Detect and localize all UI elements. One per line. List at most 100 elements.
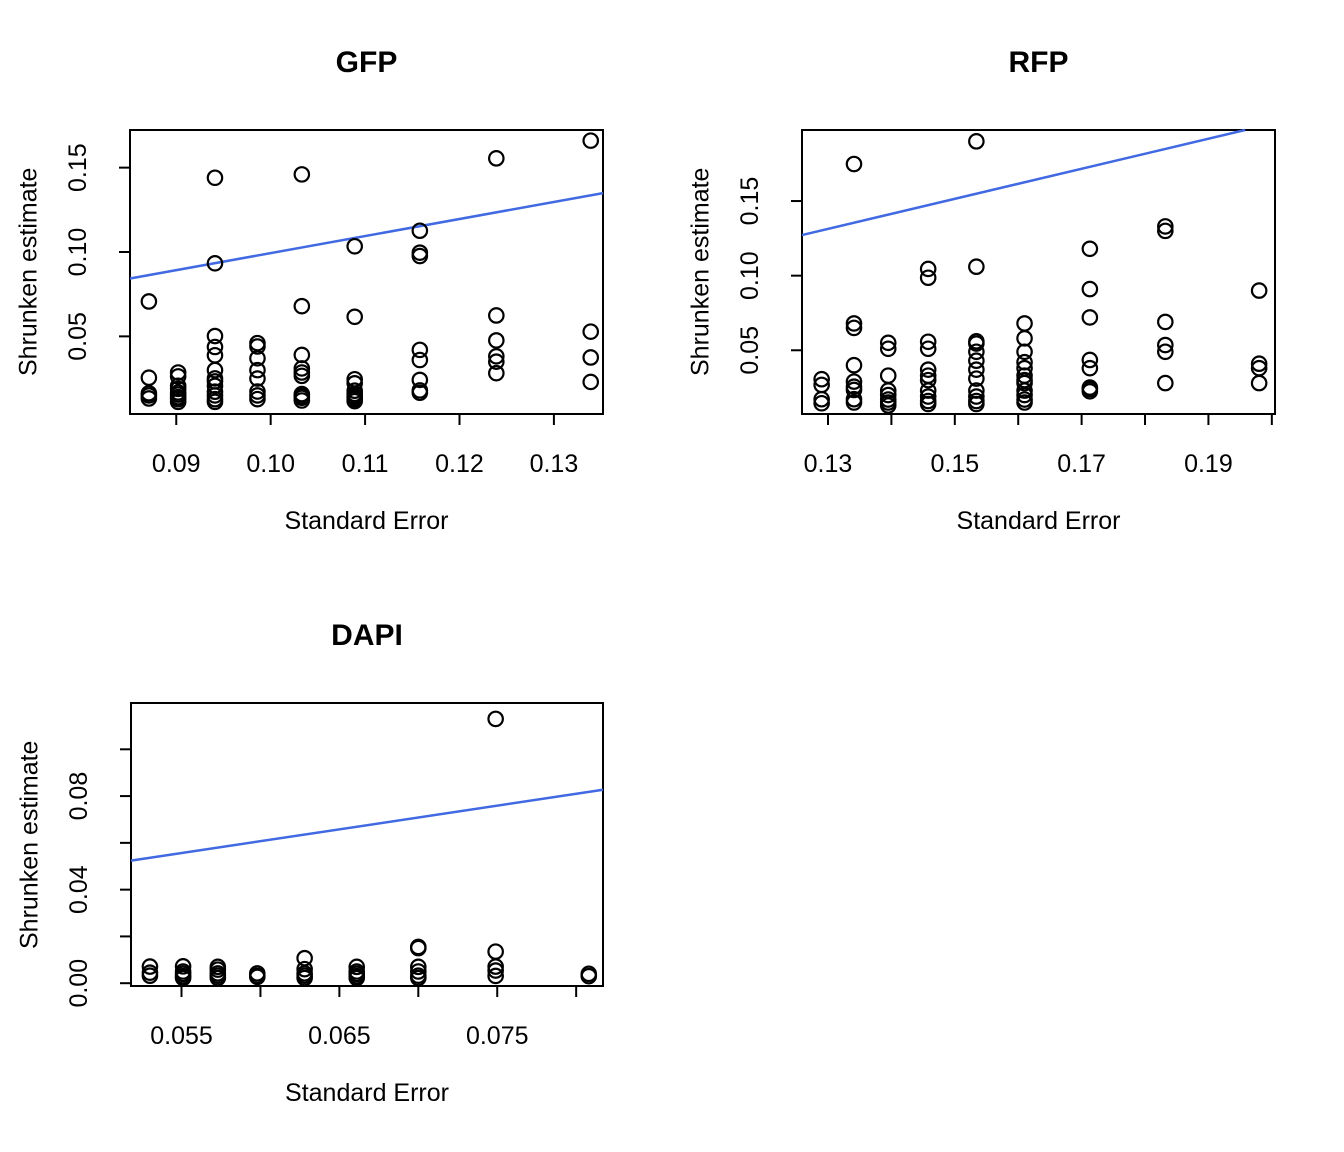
data-point (174, 969, 192, 987)
y-axis-title-rfp: Shrunken estimate (686, 167, 715, 377)
data-point (879, 334, 897, 352)
plot-box (130, 702, 604, 987)
data-point (582, 349, 600, 366)
data-point (411, 341, 429, 359)
data-point (206, 361, 224, 379)
data-point (488, 364, 505, 382)
x-axis-title-gfp: Standard Error (284, 507, 449, 535)
data-point (919, 388, 937, 405)
data-point (919, 361, 937, 378)
data-point (296, 960, 313, 978)
data-point (487, 710, 504, 728)
data-point (919, 371, 937, 389)
data-point (174, 958, 192, 975)
data-point (1250, 355, 1268, 373)
data-point (845, 373, 863, 390)
data-point (1081, 309, 1099, 326)
data-point (968, 343, 985, 361)
data-point (1250, 374, 1268, 392)
data-point (296, 969, 313, 987)
data-point (488, 347, 505, 365)
data-point (582, 132, 600, 149)
data-point (919, 260, 937, 278)
y-axis-title-dapi: Shrunken estimate (15, 740, 44, 949)
data-point (845, 319, 863, 337)
data-point (1016, 394, 1033, 411)
data-point (206, 255, 224, 272)
data-point (813, 370, 830, 388)
data-point (879, 397, 897, 414)
x-axis-tick-label: 0.13 (804, 450, 853, 478)
data-point (1157, 313, 1174, 331)
data-point (411, 244, 429, 261)
x-axis-tick-label: 0.075 (466, 1022, 529, 1050)
data-point (845, 315, 863, 332)
data-point (1157, 374, 1174, 392)
data-point (249, 361, 266, 379)
y-axis-tick-label: 0.10 (64, 228, 92, 277)
data-point (968, 258, 985, 276)
data-point (845, 356, 863, 374)
data-point (1016, 374, 1033, 392)
data-point (249, 370, 266, 387)
data-point (919, 269, 937, 287)
x-axis-title-rfp: Standard Error (956, 507, 1121, 535)
dapi-plot-area: 0.055 0.065 0.075 0.00 0.04 0.08 (65, 702, 604, 1050)
data-point (249, 334, 266, 352)
x-axis-tick-label: 0.065 (308, 1022, 371, 1050)
data-point (1081, 280, 1099, 298)
x-axis-tick-label: 0.19 (1184, 450, 1233, 478)
data-point (968, 361, 985, 378)
data-point (410, 939, 427, 957)
data-point (1016, 386, 1033, 404)
y-axis-tick-label: 0.15 (736, 177, 764, 226)
data-point (141, 958, 159, 975)
rfp-plot-area: 0.13 0.15 0.17 0.19 0.05 0.10 0.15 (736, 128, 1276, 478)
fit-line (130, 788, 604, 862)
chart-title-rfp: RFP (1008, 46, 1069, 79)
data-point (879, 367, 897, 384)
data-point (346, 308, 363, 326)
data-point (411, 371, 429, 389)
y-axis-tick-label: 0.05 (736, 326, 764, 375)
fit-line (801, 128, 1246, 237)
data-point (919, 395, 937, 413)
data-point (410, 963, 427, 980)
data-point (293, 392, 311, 409)
data-point (411, 247, 429, 265)
data-point (580, 967, 598, 985)
data-point (968, 395, 985, 413)
data-point (1081, 359, 1099, 377)
data-point (1016, 343, 1033, 361)
data-point (1157, 222, 1174, 240)
x-axis-title-dapi: Standard Error (285, 1079, 449, 1107)
x-axis-tick-label: 0.055 (150, 1022, 213, 1050)
data-point (1016, 382, 1033, 399)
data-point (968, 335, 985, 352)
data-point (1157, 336, 1174, 354)
data-point (169, 393, 187, 411)
data-point (488, 353, 505, 370)
data-point (206, 169, 224, 187)
data-point (249, 338, 266, 355)
x-axis-tick-label: 0.09 (152, 450, 201, 478)
data-point (1081, 383, 1099, 400)
data-point (968, 352, 985, 370)
chart-title-dapi: DAPI (331, 619, 403, 652)
data-point (813, 394, 830, 412)
y-axis-tick-label: 0.08 (65, 772, 93, 821)
data-point (488, 150, 505, 167)
plot-box (129, 129, 604, 415)
data-point (206, 393, 224, 411)
data-point (487, 967, 504, 985)
data-point (1157, 218, 1174, 235)
data-point (919, 340, 937, 358)
data-point (845, 155, 863, 173)
data-point (488, 307, 505, 324)
data-point (968, 133, 985, 150)
data-point (879, 386, 897, 404)
data-point (1081, 240, 1099, 258)
data-point (845, 381, 863, 399)
fit-line (129, 191, 604, 280)
